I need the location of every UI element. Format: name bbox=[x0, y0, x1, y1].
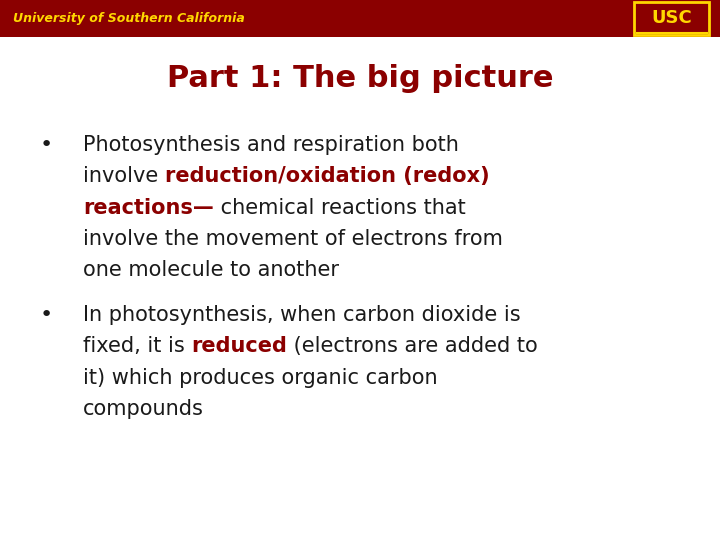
Text: Photosynthesis and respiration both: Photosynthesis and respiration both bbox=[83, 135, 459, 155]
Text: one molecule to another: one molecule to another bbox=[83, 260, 339, 280]
Text: USC: USC bbox=[651, 9, 692, 28]
Text: •: • bbox=[40, 135, 53, 155]
Text: it) which produces organic carbon: it) which produces organic carbon bbox=[83, 368, 438, 388]
Text: Part 1: The big picture: Part 1: The big picture bbox=[167, 64, 553, 93]
Text: (electrons are added to: (electrons are added to bbox=[287, 336, 538, 356]
FancyBboxPatch shape bbox=[634, 2, 709, 35]
Text: reactions—: reactions— bbox=[83, 198, 214, 218]
FancyBboxPatch shape bbox=[0, 0, 720, 37]
Text: reduction/oxidation (redox): reduction/oxidation (redox) bbox=[165, 166, 490, 186]
Text: •: • bbox=[40, 305, 53, 325]
Text: compounds: compounds bbox=[83, 399, 204, 419]
Text: fixed, it is: fixed, it is bbox=[83, 336, 192, 356]
Text: In photosynthesis, when carbon dioxide is: In photosynthesis, when carbon dioxide i… bbox=[83, 305, 521, 325]
Text: involve the movement of electrons from: involve the movement of electrons from bbox=[83, 229, 503, 249]
Text: University of Southern California: University of Southern California bbox=[13, 12, 245, 25]
Text: involve: involve bbox=[83, 166, 165, 186]
Text: reduced: reduced bbox=[192, 336, 287, 356]
Text: chemical reactions that: chemical reactions that bbox=[214, 198, 465, 218]
